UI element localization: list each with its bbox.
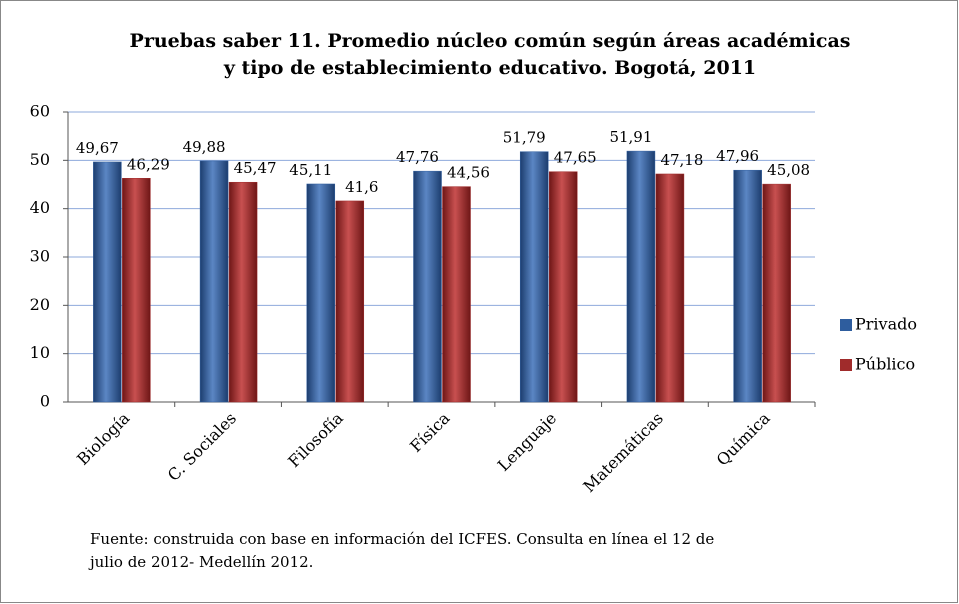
source-note: julio de 2012- Medellín 2012. — [88, 553, 313, 571]
bar — [655, 173, 685, 403]
chart-title: y tipo de establecimiento educativo. Bog… — [223, 57, 756, 79]
bar — [335, 200, 365, 403]
value-label: 47,96 — [716, 147, 759, 165]
value-label: 41,6 — [345, 178, 378, 196]
bar — [413, 170, 442, 403]
legend-label: Privado — [855, 315, 917, 334]
y-tick-label: 60 — [30, 102, 50, 121]
y-tick-label: 20 — [30, 295, 50, 314]
bar — [519, 151, 549, 403]
bar — [442, 186, 471, 403]
value-label: 45,11 — [289, 161, 332, 179]
value-label: 45,47 — [234, 159, 277, 177]
value-label: 44,56 — [447, 164, 490, 182]
y-tick-label: 50 — [30, 150, 50, 169]
value-label: 47,18 — [660, 151, 703, 169]
legend-swatch — [840, 319, 852, 331]
bar — [122, 178, 151, 403]
bar — [733, 169, 762, 403]
y-tick-label: 40 — [30, 198, 50, 217]
value-label: 46,29 — [127, 155, 170, 173]
value-label: 49,88 — [183, 138, 226, 156]
bar — [199, 160, 229, 403]
y-tick-label: 10 — [30, 343, 50, 362]
y-tick-label: 30 — [30, 247, 50, 266]
legend-swatch — [840, 359, 852, 371]
bar — [626, 150, 656, 403]
bar — [306, 183, 336, 403]
bar — [93, 161, 122, 403]
value-label: 49,67 — [76, 139, 119, 157]
value-label: 51,91 — [609, 128, 652, 146]
source-note: Fuente: construida con base en informaci… — [90, 530, 714, 548]
bar — [228, 181, 258, 403]
value-label: 47,65 — [554, 149, 597, 167]
chart-title: Pruebas saber 11. Promedio núcleo común … — [130, 30, 851, 52]
value-label: 51,79 — [503, 129, 546, 147]
bar — [762, 183, 791, 403]
bar — [548, 171, 578, 403]
y-tick-label: 0 — [40, 392, 50, 411]
legend-label: Público — [855, 355, 915, 374]
value-label: 47,76 — [396, 148, 439, 166]
value-label: 45,08 — [767, 161, 810, 179]
